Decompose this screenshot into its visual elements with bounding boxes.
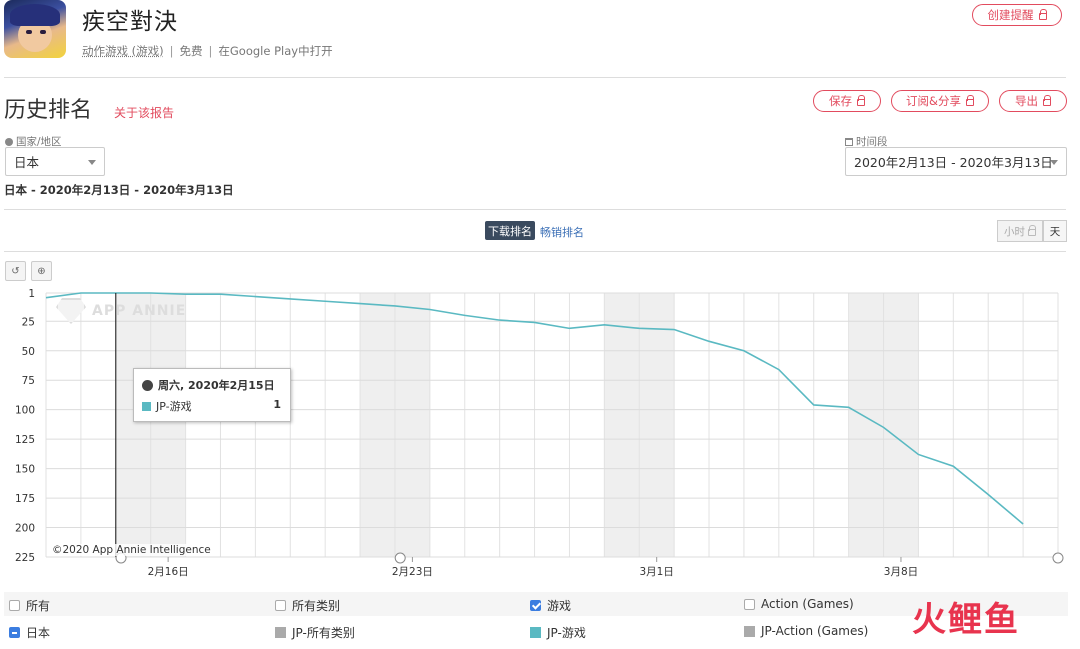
globe-icon — [5, 137, 13, 146]
series-swatch — [530, 627, 541, 638]
tab-download-rank[interactable]: 下载排名 — [485, 221, 535, 240]
app-annie-logo-icon — [56, 298, 86, 324]
legend-country-japan[interactable]: 日本 — [9, 624, 50, 641]
legend-filter-games[interactable]: 游戏 — [530, 597, 571, 614]
y-tick-label: 50 — [22, 346, 35, 358]
y-tick-label: 75 — [22, 375, 35, 387]
lock-icon — [1043, 95, 1051, 106]
checkbox[interactable] — [275, 600, 286, 611]
legend-filter-all[interactable]: 所有 — [9, 597, 50, 614]
divider — [4, 251, 1066, 252]
country-select[interactable]: 日本 — [5, 147, 105, 176]
x-tick-label: 3月8日 — [884, 566, 918, 578]
granularity-hour-label: 小时 — [1004, 225, 1025, 238]
y-tick-label: 25 — [22, 316, 35, 328]
tooltip-series: JP-游戏 — [156, 400, 192, 413]
lock-icon — [965, 95, 974, 106]
tab-grossing-rank[interactable]: 畅销排名 — [540, 226, 584, 239]
legend-series-jp-games[interactable]: JP-游戏 — [530, 624, 586, 641]
y-tick-label: 225 — [15, 552, 35, 564]
app-category-link[interactable]: 动作游戏 (游戏) — [82, 44, 164, 58]
legend-filter-all-categories[interactable]: 所有类别 — [275, 597, 340, 614]
about-report-link[interactable]: 关于该报告 — [114, 106, 175, 120]
export-button[interactable]: 导出 — [999, 90, 1067, 112]
period-select[interactable]: 2020年2月13日 - 2020年3月13日 — [845, 147, 1067, 176]
page-title: 历史排名 — [4, 98, 93, 123]
chart-copyright: ©2020 App Annie Intelligence — [52, 544, 211, 556]
divider — [4, 77, 1066, 78]
subscribe-share-label: 订阅&分享 — [906, 94, 961, 108]
globe-icon — [142, 379, 153, 391]
granularity-hour-button[interactable]: 小时 — [997, 220, 1043, 242]
y-tick-label: 150 — [15, 464, 35, 476]
app-title: 疾空對決 — [82, 9, 178, 35]
y-tick-label: 125 — [15, 434, 35, 446]
period-value: 2020年2月13日 - 2020年3月13日 — [854, 155, 1053, 170]
annotation-marker-icon — [394, 552, 406, 564]
chart-tooltip: 周六, 2020年2月15日 JP-游戏 1 — [133, 368, 291, 422]
legend-series-jp-all[interactable]: JP-所有类别 — [275, 624, 355, 641]
series-swatch — [275, 627, 286, 638]
series-line — [45, 292, 1024, 525]
granularity-day-button[interactable]: 天 — [1043, 220, 1067, 242]
save-label: 保存 — [829, 94, 852, 108]
y-tick-label: 100 — [15, 405, 35, 417]
x-tick-label: 3月1日 — [640, 566, 674, 578]
tooltip-date: 周六, 2020年2月15日 — [158, 379, 275, 392]
period-label: 时间段 — [845, 134, 888, 149]
reset-zoom-button[interactable]: ↺ — [5, 261, 26, 281]
app-meta: 动作游戏 (游戏) | 免费 | 在Google Play中打开 — [82, 44, 333, 58]
subscribe-share-button[interactable]: 订阅&分享 — [891, 90, 989, 112]
zoom-button[interactable]: ⊕ — [31, 261, 52, 281]
legend-series-jp-action[interactable]: JP-Action (Games) — [744, 624, 868, 638]
chevron-down-icon — [1050, 160, 1058, 165]
y-tick-label: 200 — [15, 523, 35, 535]
watermark: APP ANNIE — [56, 298, 186, 324]
legend-filter-action-games[interactable]: Action (Games) — [744, 597, 854, 611]
export-label: 导出 — [1015, 94, 1038, 108]
chevron-down-icon — [88, 160, 96, 165]
checkbox-checked[interactable] — [530, 600, 541, 611]
annotation-marker-icon — [1052, 552, 1064, 564]
calendar-icon — [845, 137, 853, 146]
create-alert-label: 创建提醒 — [987, 8, 1034, 22]
app-price: 免费 — [179, 44, 203, 58]
lock-icon — [857, 95, 865, 106]
lock-icon — [1028, 225, 1036, 236]
create-alert-button[interactable]: 创建提醒 — [972, 4, 1062, 26]
y-tick-label: 175 — [15, 493, 35, 505]
x-tick-label: 2月23日 — [392, 566, 433, 578]
country-value: 日本 — [14, 155, 40, 170]
checkbox[interactable] — [744, 598, 755, 610]
series-swatch — [744, 625, 755, 637]
app-icon — [4, 0, 66, 58]
x-tick-label: 2月16日 — [148, 566, 189, 578]
range-summary: 日本 - 2020年2月13日 - 2020年3月13日 — [4, 183, 234, 197]
y-tick-label: 1 — [28, 288, 35, 300]
tooltip-value: 1 — [273, 398, 281, 411]
divider — [4, 209, 1066, 210]
series-swatch — [142, 401, 151, 411]
brand-logo: 火鲤鱼 — [912, 600, 1020, 640]
lock-icon — [1038, 9, 1047, 20]
country-label: 国家/地区 — [5, 134, 62, 149]
store-link[interactable]: 在Google Play中打开 — [218, 44, 333, 58]
checkbox[interactable] — [9, 600, 20, 611]
checkbox-partial[interactable] — [9, 627, 20, 638]
save-button[interactable]: 保存 — [813, 90, 881, 112]
